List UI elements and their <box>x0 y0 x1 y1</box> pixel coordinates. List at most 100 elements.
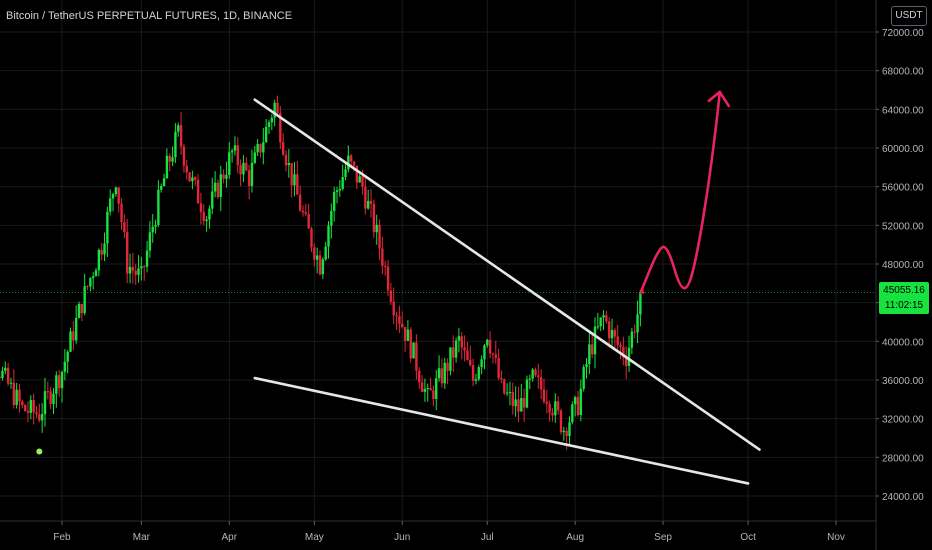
candle-body <box>426 388 429 390</box>
candle-body <box>230 150 234 153</box>
candle-body <box>605 315 608 322</box>
candle-body <box>298 194 302 211</box>
candle-body <box>610 330 614 339</box>
candle-body <box>91 276 95 279</box>
candle-body <box>531 369 534 379</box>
candle-body <box>616 336 619 345</box>
candle-body <box>228 152 231 175</box>
candle-body <box>154 224 157 227</box>
candle-body <box>409 329 412 359</box>
candle-body <box>233 145 237 151</box>
candle-body <box>548 403 551 413</box>
candle-body <box>310 228 313 248</box>
candle-body <box>205 219 208 222</box>
candle-body <box>505 392 509 394</box>
candle-body <box>21 401 24 406</box>
y-tick-label: 64000.00 <box>882 105 924 116</box>
candle-body <box>480 359 483 368</box>
y-tick-label: 48000.00 <box>882 260 924 271</box>
candle-body <box>49 391 52 405</box>
candle-body <box>307 214 310 229</box>
candle-body <box>446 362 449 371</box>
candle-body <box>418 370 421 383</box>
candle-body <box>624 357 628 366</box>
last-price-value: 45055.16 <box>883 285 925 296</box>
candle-body <box>364 186 367 209</box>
candle-body <box>520 398 523 412</box>
candle-body <box>366 200 370 209</box>
candle-body <box>460 336 463 348</box>
candle-body <box>63 361 67 372</box>
candle-body <box>66 351 69 362</box>
y-tick-label: 56000.00 <box>882 183 924 194</box>
candle-body <box>378 224 381 249</box>
x-tick-label: Aug <box>566 532 584 543</box>
candle-body <box>185 165 188 173</box>
y-tick-label: 60000.00 <box>882 144 924 155</box>
candle-body <box>318 255 322 275</box>
x-tick-label: Sep <box>654 532 672 543</box>
candle-body <box>358 176 361 183</box>
candle-body <box>633 331 636 333</box>
candle-body <box>602 315 605 318</box>
candle-body <box>420 382 424 392</box>
candle-body <box>211 191 214 209</box>
candle-body <box>463 347 466 351</box>
candle-body <box>128 266 132 274</box>
candle-body <box>162 178 166 187</box>
candle-body <box>386 266 390 291</box>
candle-body <box>296 174 299 195</box>
candle-body <box>165 155 169 179</box>
candle-body <box>1 370 4 379</box>
x-tick-label: Nov <box>827 532 845 543</box>
candle-body <box>344 169 347 178</box>
candle-body <box>145 250 149 267</box>
candle-body <box>0 376 1 379</box>
candle-body <box>160 186 163 190</box>
candle-body <box>452 347 455 358</box>
candle-body <box>423 388 427 392</box>
candle-body <box>607 321 611 339</box>
lower-trendline <box>253 376 750 485</box>
candle-body <box>194 177 197 180</box>
bar-countdown: 11:02:15 <box>884 300 924 311</box>
candle-body <box>126 232 129 274</box>
candle-body <box>522 398 526 408</box>
y-tick-label: 68000.00 <box>882 67 924 78</box>
candle-body <box>636 314 639 333</box>
candle-body <box>202 212 205 222</box>
candle-body <box>219 174 222 198</box>
candle-body <box>642 292 645 294</box>
candle-body <box>29 399 33 413</box>
candle-body <box>514 399 517 407</box>
candle-body <box>341 177 344 189</box>
candle-body <box>443 362 446 384</box>
candle-body <box>534 369 537 376</box>
candle-body <box>293 174 296 186</box>
candle-body <box>196 179 200 204</box>
candle-body <box>392 301 395 316</box>
x-tick-label: Mar <box>133 532 151 543</box>
candle-body <box>270 117 274 123</box>
candle-body <box>253 152 256 163</box>
candle-body <box>148 232 152 251</box>
candle-body <box>177 125 180 132</box>
candle-body <box>259 144 262 153</box>
candle-body <box>80 304 84 314</box>
candle-body <box>55 375 58 394</box>
candle-body <box>143 266 146 268</box>
candle-body <box>369 200 373 204</box>
candle-body <box>276 102 279 114</box>
candle-body <box>60 371 64 389</box>
candle-body <box>324 246 327 260</box>
candle-body <box>412 342 415 359</box>
candle-body <box>123 222 126 233</box>
candle-body <box>267 122 271 128</box>
candle-body <box>568 422 571 436</box>
candle-body <box>435 378 438 399</box>
candle-body <box>72 331 75 341</box>
candle-body <box>290 163 293 186</box>
candle-body <box>330 210 333 226</box>
currency-badge[interactable]: USDT <box>891 6 927 26</box>
